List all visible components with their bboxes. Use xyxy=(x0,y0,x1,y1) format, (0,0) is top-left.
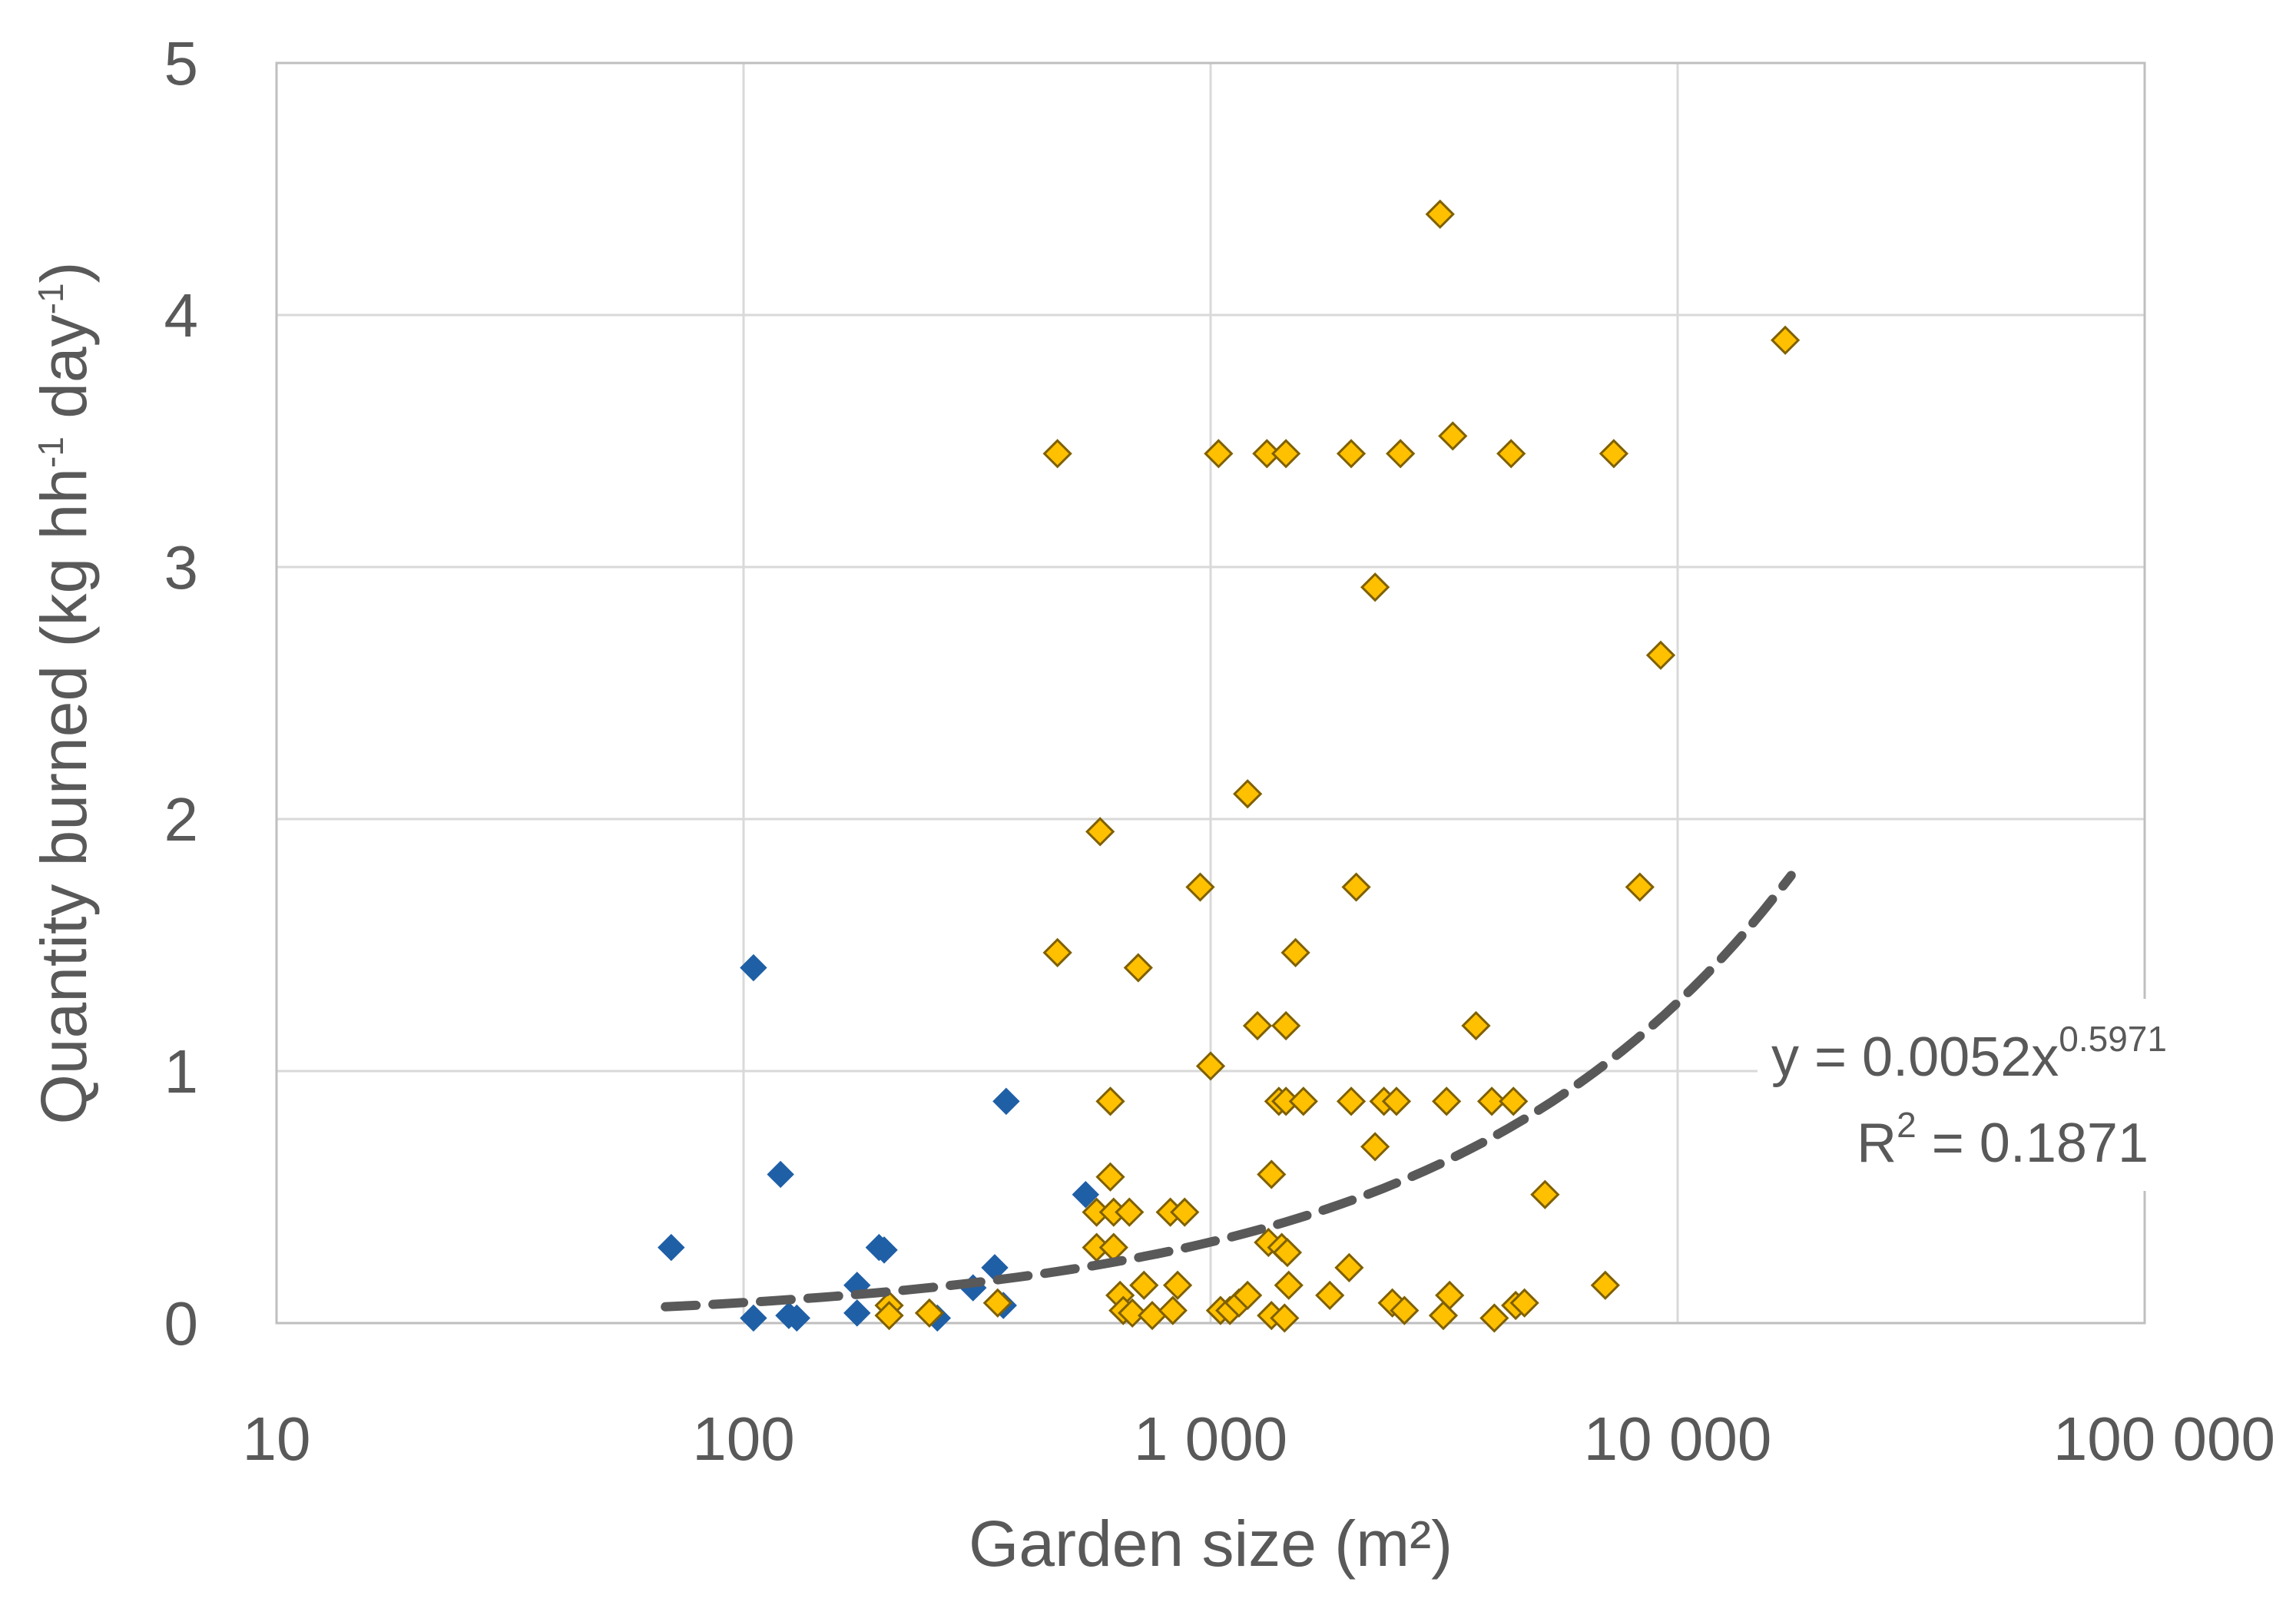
x-tick-label: 10 xyxy=(243,1405,311,1473)
y-tick-label: 2 xyxy=(164,785,199,854)
x-tick-labels: 10 100 1 000 10 000 100 000 xyxy=(243,1405,2275,1473)
yellow-data-point xyxy=(1390,1295,1420,1325)
blue-data-point xyxy=(992,1087,1020,1116)
yellow-data-point xyxy=(1271,439,1301,469)
yellow-data-point xyxy=(1334,1252,1364,1282)
r-squared-sup: 2 xyxy=(1897,1105,1917,1145)
trendline-r-squared: R2 = 0.1871 xyxy=(1857,1105,2149,1174)
yellow-data-point xyxy=(874,1301,904,1331)
yellow-data-point xyxy=(1137,1301,1168,1331)
blue-data-point xyxy=(783,1304,810,1332)
yellow-data-point xyxy=(1425,199,1455,229)
blue-data-point xyxy=(740,954,767,982)
y-axis-title-mid: day xyxy=(28,314,100,436)
yellow-data-point xyxy=(1496,439,1526,469)
yellow-data-point xyxy=(1599,439,1629,469)
yellow-data-point xyxy=(1272,1238,1303,1268)
yellow-data-point xyxy=(914,1298,945,1328)
yellow-data-point xyxy=(1315,1280,1345,1311)
yellow-data-point xyxy=(1195,1051,1226,1081)
data-points xyxy=(658,199,1801,1333)
yellow-data-point xyxy=(1162,1270,1193,1300)
y-tick-label: 0 xyxy=(164,1289,199,1358)
yellow-data-point xyxy=(1432,1086,1462,1116)
yellow-data-point xyxy=(1341,872,1371,902)
r-squared-value: = 0.1871 xyxy=(1917,1113,2149,1174)
yellow-data-point xyxy=(1242,1010,1273,1041)
y-axis-title-sup2: -1 xyxy=(31,283,71,314)
blue-data-point xyxy=(1072,1181,1100,1209)
blue-data-point xyxy=(870,1236,898,1264)
x-axis-title: Garden size (m²) xyxy=(969,1507,1453,1580)
yellow-data-point xyxy=(1095,1162,1125,1192)
yellow-data-point xyxy=(1530,1179,1560,1209)
x-tick-label: 100 000 xyxy=(2053,1405,2275,1473)
trendline-equation-exponent: 0.5971 xyxy=(2059,1019,2167,1059)
yellow-data-point xyxy=(1270,1303,1300,1333)
y-tick-labels: 0 1 2 3 4 5 xyxy=(164,29,199,1358)
blue-data-point xyxy=(658,1233,685,1262)
yellow-data-point xyxy=(1170,1197,1200,1227)
x-tick-label: 100 xyxy=(692,1405,794,1473)
trendline-equation-base: y = 0.0052x xyxy=(1771,1027,2059,1088)
y-tick-label: 3 xyxy=(164,533,199,602)
yellow-data-point xyxy=(1158,1295,1188,1325)
yellow-data-point xyxy=(1381,1086,1412,1116)
blue-data-point xyxy=(740,1304,767,1332)
yellow-data-point xyxy=(1360,1132,1390,1162)
plot-area-frame xyxy=(275,61,2146,1325)
yellow-data-point xyxy=(1123,953,1153,983)
yellow-data-point xyxy=(1386,439,1416,469)
yellow-data-point xyxy=(1204,439,1234,469)
y-axis-title-sup1: -1 xyxy=(31,436,71,468)
yellow-data-point xyxy=(1438,421,1468,451)
yellow-data-point xyxy=(1476,1086,1507,1116)
yellow-data-point xyxy=(1360,572,1390,602)
equation-background xyxy=(1758,999,2218,1191)
yellow-data-point xyxy=(1336,1086,1367,1116)
yellow-data-point xyxy=(1042,439,1072,469)
yellow-data-point xyxy=(1129,1270,1159,1300)
yellow-data-point xyxy=(1233,1280,1263,1311)
yellow-data-point xyxy=(1461,1010,1491,1041)
y-axis-title-base: Quantity burned (kg hh xyxy=(28,468,100,1125)
yellow-data-point xyxy=(1509,1288,1539,1318)
yellow-data-point xyxy=(982,1288,1012,1318)
yellow-data-point xyxy=(1336,439,1367,469)
y-tick-label: 5 xyxy=(164,29,199,98)
x-tick-label: 10 000 xyxy=(1584,1405,1772,1473)
blue-data-point xyxy=(767,1160,794,1189)
yellow-data-point xyxy=(1479,1303,1509,1333)
y-tick-label: 4 xyxy=(164,281,199,350)
yellow-data-point xyxy=(1281,937,1310,967)
yellow-data-point xyxy=(1042,937,1072,967)
yellow-data-point xyxy=(1288,1086,1318,1116)
yellow-data-point xyxy=(1499,1086,1529,1116)
yellow-data-point xyxy=(1085,817,1115,847)
y-tick-label: 1 xyxy=(164,1037,199,1106)
yellow-data-point xyxy=(1770,325,1801,355)
x-tick-label: 1 000 xyxy=(1134,1405,1287,1473)
r-squared-symbol: R xyxy=(1857,1113,1897,1174)
yellow-data-point xyxy=(1271,1010,1301,1041)
yellow-data-point xyxy=(1095,1086,1125,1116)
y-axis-title: Quantity burned (kg hh-1 day-1) xyxy=(28,261,100,1124)
yellow-data-point xyxy=(1274,1270,1304,1300)
yellow-data-point xyxy=(1115,1197,1145,1227)
yellow-data-point xyxy=(1428,1301,1459,1331)
yellow-data-point xyxy=(1118,1298,1148,1328)
yellow-data-point xyxy=(1590,1270,1620,1300)
power-trendline xyxy=(661,871,1796,1312)
yellow-data-point xyxy=(1625,872,1655,902)
y-axis-title-end: ) xyxy=(28,261,100,283)
yellow-data-point xyxy=(1185,872,1215,902)
blue-data-point xyxy=(843,1299,871,1327)
yellow-data-point xyxy=(1645,640,1676,670)
yellow-data-point xyxy=(1233,779,1263,809)
yellow-data-point xyxy=(1257,1159,1287,1189)
yellow-data-point xyxy=(1252,439,1282,469)
trendline-equation: y = 0.0052x0.5971 xyxy=(1771,1019,2167,1088)
